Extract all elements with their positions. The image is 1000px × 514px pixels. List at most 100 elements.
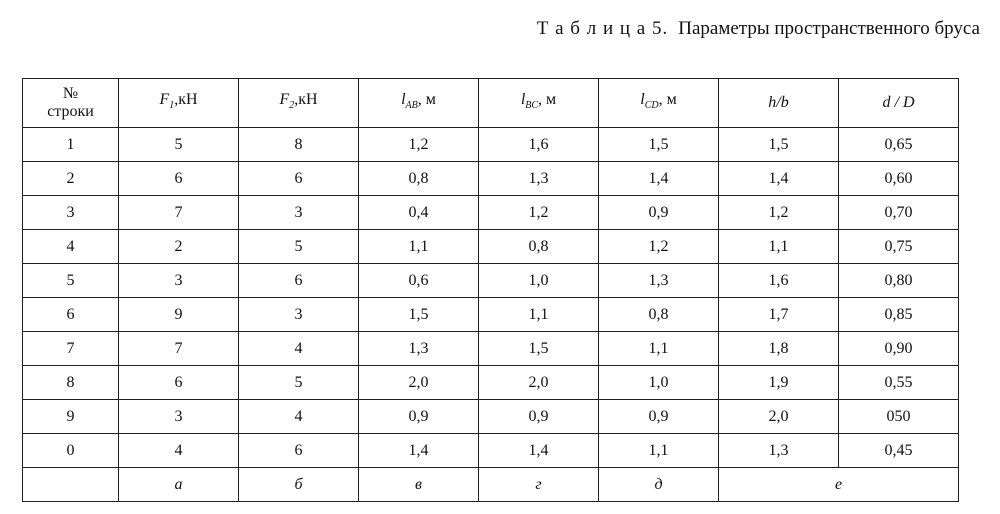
data-row: 0 4 6 1,4 1,4 1,1 1,3 0,45	[22, 433, 959, 468]
cell: 3	[22, 195, 119, 230]
data-row: 8 6 5 2,0 2,0 1,0 1,9 0,55	[22, 365, 959, 400]
cell: 3	[238, 297, 359, 332]
footer-cell: в	[358, 467, 479, 502]
header-cell: lCD, м	[598, 78, 719, 128]
footer-cell: г	[478, 467, 599, 502]
cell: 6	[238, 433, 359, 468]
cell: 2,0	[478, 365, 599, 400]
cell: 0,9	[478, 399, 599, 434]
cell: 1,2	[598, 229, 719, 264]
cell: 2	[22, 161, 119, 196]
header-cell: F1,кН	[118, 78, 239, 128]
cell: 1,5	[358, 297, 479, 332]
cell: 0,8	[598, 297, 719, 332]
cell: 1,5	[598, 127, 719, 162]
header-symbol: l	[520, 90, 526, 108]
cell: 5	[238, 365, 359, 400]
cell: 0,45	[838, 433, 959, 468]
cell: 1,6	[478, 127, 599, 162]
footer-cell: д	[598, 467, 719, 502]
cell: 2,0	[718, 399, 839, 434]
cell: 1,1	[598, 433, 719, 468]
cell: 0,80	[838, 263, 959, 298]
empty-cell	[22, 467, 119, 502]
data-row: 9 3 4 0,9 0,9 0,9 2,0 050	[22, 399, 959, 434]
header-unit: ,кН	[294, 90, 318, 108]
header-subscript: BC	[525, 100, 539, 112]
cell: 3	[118, 263, 239, 298]
cell: 0,6	[358, 263, 479, 298]
data-row: 3 7 3 0,4 1,2 0,9 1,2 0,70	[22, 195, 959, 230]
cell: 5	[118, 127, 239, 162]
data-row: 5 3 6 0,6 1,0 1,3 1,6 0,80	[22, 263, 959, 298]
cell: 1,3	[598, 263, 719, 298]
cell: 7	[22, 331, 119, 366]
cell: 4	[118, 433, 239, 468]
cell: 4	[238, 331, 359, 366]
header-symbol: l	[401, 90, 406, 108]
header-unit: , м	[417, 90, 436, 108]
header-cell: № строки	[22, 78, 119, 128]
footer-cell: а	[118, 467, 239, 502]
cell: 7	[118, 195, 239, 230]
cell: 6	[238, 263, 359, 298]
header-cell: h/b	[718, 78, 839, 128]
cell: 1,2	[718, 195, 839, 230]
cell: 0	[22, 433, 119, 468]
cell: 0,90	[838, 331, 959, 366]
cell: 0,55	[838, 365, 959, 400]
cell: 2	[118, 229, 239, 264]
header-symbol: F	[279, 90, 290, 108]
footer-cell: е	[718, 467, 959, 502]
header-symbol: F	[159, 90, 170, 108]
parameters-table: № строки F1,кН F2,кН lAB, м lBC, м lCD, м h/b d …	[22, 78, 959, 502]
cell: 1,1	[358, 229, 479, 264]
cell: 0,65	[838, 127, 959, 162]
cell: 0,9	[598, 399, 719, 434]
cell: 6	[118, 365, 239, 400]
cell: 1,3	[478, 161, 599, 196]
header-cell: lBC, м	[478, 78, 599, 128]
cell: 8	[238, 127, 359, 162]
cell: 1,2	[478, 195, 599, 230]
header-cell: d / D	[838, 78, 959, 128]
cell: 5	[22, 263, 119, 298]
header-symbol: l	[640, 90, 645, 108]
table-label: Т а б л и ц а 5.	[536, 18, 669, 39]
cell: 4	[22, 229, 119, 264]
cell: 1,4	[478, 433, 599, 468]
cell: 1,2	[358, 127, 479, 162]
cell: 1	[22, 127, 119, 162]
data-row: 7 7 4 1,3 1,5 1,1 1,8 0,90	[22, 331, 959, 366]
cell: 0,85	[838, 297, 959, 332]
cell: 0,9	[358, 399, 479, 434]
cell: 0,8	[358, 161, 479, 196]
cell: 1,1	[598, 331, 719, 366]
header-cell: F2,кН	[238, 78, 359, 128]
cell: 1,8	[718, 331, 839, 366]
cell: 4	[238, 399, 359, 434]
cell: 1,0	[478, 263, 599, 298]
cell: 1,1	[718, 229, 839, 264]
header-unit: , м	[538, 90, 557, 108]
cell: 3	[118, 399, 239, 434]
cell: 8	[22, 365, 119, 400]
header-line: строки	[47, 103, 94, 120]
cell: 1,9	[718, 365, 839, 400]
data-row: 6 9 3 1,5 1,1 0,8 1,7 0,85	[22, 297, 959, 332]
header-unit: ,кН	[174, 90, 198, 108]
cell: 0,70	[838, 195, 959, 230]
header-subscript: CD	[644, 100, 659, 112]
cell: 2,0	[358, 365, 479, 400]
header-subscript: 2	[289, 100, 295, 112]
cell: 6	[238, 161, 359, 196]
cell: 9	[22, 399, 119, 434]
cell: 1,3	[358, 331, 479, 366]
cell: 0,60	[838, 161, 959, 196]
cell: 1,3	[718, 433, 839, 468]
header-text: h/b	[768, 94, 789, 111]
header-unit: , м	[658, 90, 677, 108]
cell: 1,4	[718, 161, 839, 196]
